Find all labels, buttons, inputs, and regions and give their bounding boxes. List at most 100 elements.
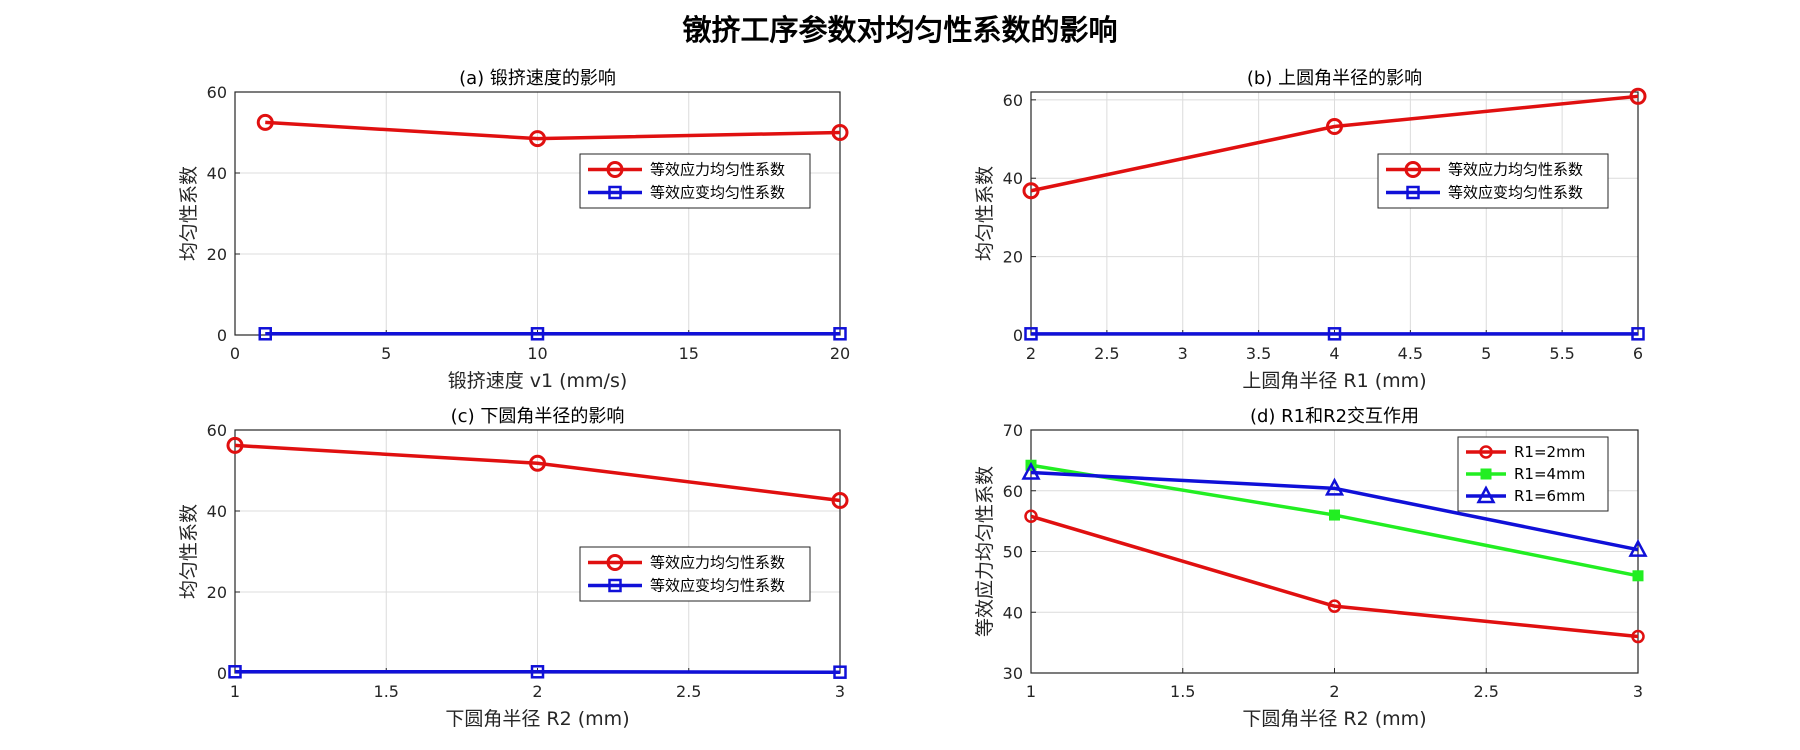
x-tick-label: 2: [532, 682, 542, 701]
data-point: [1024, 327, 1038, 341]
y-tick-label: 60: [207, 421, 227, 440]
legend-marker: [1404, 161, 1422, 178]
data-point: [1327, 599, 1342, 613]
x-tick-label: 2: [1026, 344, 1036, 363]
x-tick-label: 1.5: [374, 682, 399, 701]
data-point: [1629, 87, 1647, 105]
y-tick-label: 40: [1003, 603, 1023, 622]
y-tick-label: 50: [1003, 543, 1023, 562]
legend-marker: [608, 185, 622, 200]
y-tick-label: 20: [207, 245, 227, 264]
data-point: [530, 327, 545, 341]
x-tick-label: 0: [230, 344, 240, 363]
y-tick-label: 20: [207, 583, 227, 602]
y-tick-label: 40: [207, 502, 227, 521]
legend-label: 等效应力均匀性系数: [650, 161, 785, 179]
x-tick-label: 15: [679, 344, 699, 363]
legend-label: 等效应变均匀性系数: [650, 184, 785, 202]
x-tick-label: 5: [381, 344, 391, 363]
axes-frame: [1030, 429, 1639, 674]
x-tick-label: 10: [527, 344, 547, 363]
series-line: [1030, 514, 1639, 639]
y-tick-label: 0: [1013, 326, 1023, 345]
y-tick-label: 30: [1003, 664, 1023, 683]
legend-box: [1457, 436, 1609, 512]
x-tick-label: 4: [1329, 344, 1339, 363]
data-point: [226, 436, 244, 454]
y-axis-label: 等效应力均匀性系数: [974, 466, 996, 637]
legend-marker: [606, 554, 624, 571]
x-axis-label: 下圆角半径 R2 (mm): [445, 708, 629, 730]
subplot-title: (c) 下圆角半径的影响: [451, 406, 625, 427]
x-tick-label: 5.5: [1549, 344, 1574, 363]
legend-marker: [1406, 185, 1420, 200]
data-point: [1327, 327, 1342, 341]
x-tick-label: 3.5: [1246, 344, 1271, 363]
data-point: [833, 665, 847, 679]
x-axis-label: 上圆角半径 R1 (mm): [1242, 370, 1426, 392]
x-tick-label: 2.5: [1474, 682, 1499, 701]
data-point: [1024, 509, 1038, 524]
legend-label: R1=2mm: [1514, 443, 1585, 461]
data-point: [1631, 327, 1645, 341]
data-point: [529, 130, 546, 148]
series-line: [1030, 94, 1639, 193]
y-tick-label: 0: [217, 664, 227, 683]
y-tick-label: 60: [1003, 91, 1023, 110]
y-axis-label: 均匀性系数: [178, 504, 200, 599]
series-line: [265, 120, 841, 141]
figure-title: 镦挤工序参数对均匀性系数的影响: [682, 13, 1117, 47]
data-point: [1631, 629, 1645, 644]
x-axis-label: 下圆角半径 R2 (mm): [1242, 708, 1426, 730]
x-tick-label: 5: [1481, 344, 1491, 363]
series-line: [1030, 470, 1639, 552]
x-tick-label: 2.5: [676, 682, 701, 701]
x-tick-label: 3: [835, 682, 845, 701]
legend-label: R1=4mm: [1514, 465, 1585, 483]
y-tick-label: 40: [1003, 169, 1023, 188]
data-point: [1628, 539, 1648, 557]
legend-label: 等效应力均匀性系数: [1448, 161, 1583, 179]
data-point: [833, 327, 847, 341]
legend-marker: [1480, 468, 1492, 480]
subplot-title: (b) 上圆角半径的影响: [1247, 68, 1422, 89]
y-tick-label: 0: [217, 326, 227, 345]
y-axis-label: 均匀性系数: [178, 166, 200, 261]
x-tick-label: 6: [1633, 344, 1643, 363]
data-point: [831, 124, 849, 141]
y-tick-label: 60: [207, 83, 227, 102]
data-point: [529, 454, 546, 472]
data-point: [258, 327, 272, 341]
x-tick-label: 2.5: [1094, 344, 1119, 363]
data-point: [530, 665, 545, 679]
data-point: [256, 113, 274, 131]
legend-label: 等效应变均匀性系数: [650, 577, 785, 595]
subplot-title: (d) R1和R2交互作用: [1250, 406, 1419, 427]
data-point: [228, 665, 242, 679]
data-point: [1324, 477, 1345, 496]
x-tick-label: 20: [830, 344, 850, 363]
legend-marker: [1476, 485, 1496, 504]
data-point: [1021, 461, 1041, 480]
legend: R1=2mm R1=4mm R1=6mm: [1457, 436, 1609, 512]
data-point: [1326, 117, 1343, 135]
x-axis-label: 锻挤速度 v1 (mm/s): [448, 370, 628, 392]
y-tick-label: 70: [1003, 421, 1023, 440]
legend-label: R1=6mm: [1514, 487, 1585, 505]
legend-label: 等效应力均匀性系数: [650, 554, 785, 572]
y-tick-label: 40: [207, 164, 227, 183]
legend-marker: [1479, 445, 1493, 459]
data-point: [1632, 570, 1644, 582]
x-tick-label: 2: [1329, 682, 1339, 701]
y-tick-label: 20: [1003, 248, 1023, 267]
x-tick-label: 4.5: [1398, 344, 1423, 363]
legend-label: 等效应变均匀性系数: [1448, 184, 1583, 202]
data-point: [831, 491, 849, 509]
y-axis-label: 均匀性系数: [974, 166, 996, 261]
data-point: [1329, 509, 1340, 521]
